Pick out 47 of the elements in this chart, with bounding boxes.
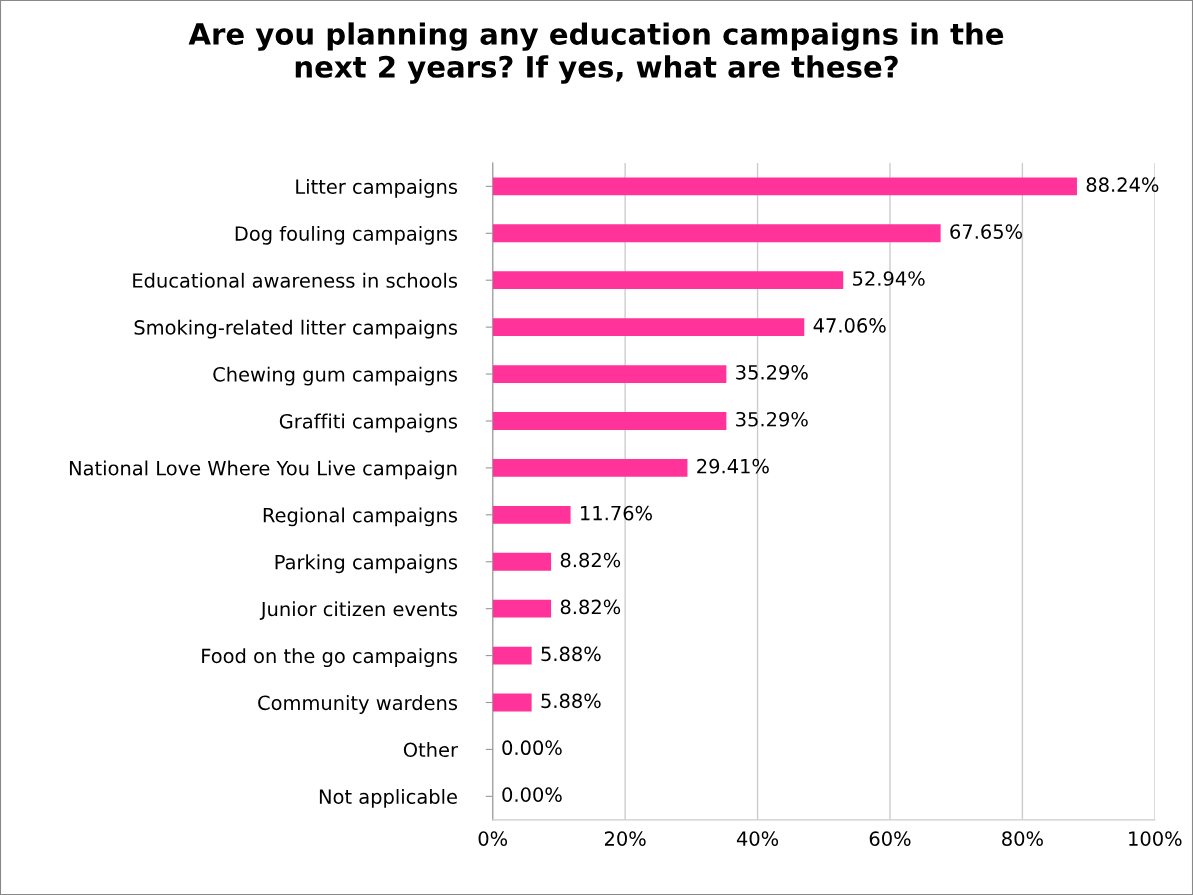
x-tick-label: 60%: [869, 831, 911, 846]
x-tick-label: 40%: [736, 831, 779, 846]
y-tick-label: Educational awareness in schools: [133, 272, 458, 288]
data-label: 0.00%: [502, 740, 562, 756]
bar: [492, 646, 532, 665]
bar: [492, 505, 571, 524]
bar: [492, 318, 805, 337]
data-label: 8.82%: [560, 552, 621, 568]
bar: [492, 177, 1077, 196]
y-tick-label: Not applicable: [319, 788, 457, 808]
bar: [492, 693, 532, 712]
bar: [492, 599, 552, 618]
data-label: 11.76%: [581, 505, 652, 521]
bar: [492, 552, 552, 571]
y-tick-label: Litter campaigns: [296, 178, 458, 198]
x-tick-label: 20%: [604, 831, 646, 846]
data-label: 88.24%: [1086, 177, 1159, 192]
y-tick-label: Other: [403, 742, 458, 758]
data-label: 5.88%: [541, 693, 601, 709]
bar: [492, 458, 688, 477]
data-label: 5.88%: [541, 646, 601, 662]
y-tick-label: Junior citizen events: [259, 601, 458, 620]
data-label: 67.65%: [950, 224, 1023, 239]
y-tick-label: Regional campaigns: [263, 507, 458, 527]
y-tick-label: Chewing gum campaigns: [213, 366, 458, 386]
x-tick-label: 0%: [478, 831, 508, 846]
x-tick-label: 100%: [1129, 831, 1182, 846]
y-tick-label: Community wardens: [258, 695, 458, 714]
y-tick-label: Dog fouling campaigns: [235, 225, 458, 245]
data-label: 52.94%: [853, 271, 925, 286]
y-tick-label: Parking campaigns: [275, 554, 458, 574]
y-tick-label: Smoking-related litter campaigns: [134, 319, 458, 339]
data-label: 8.82%: [560, 599, 621, 615]
chart-title: Are you planning any education campaigns in the next 2 years? If yes, what are these?: [188, 22, 1004, 84]
y-tick-label: Food on the go campaigns: [202, 648, 458, 668]
bar: [492, 271, 844, 290]
data-label: 47.06%: [813, 318, 886, 333]
data-label: 35.29%: [736, 364, 808, 380]
x-tick-label: 80%: [1002, 831, 1043, 846]
bar: [492, 365, 727, 383]
bar: [492, 412, 727, 430]
data-label: 0.00%: [502, 787, 562, 802]
y-tick-label: National Love Where You Live campaign: [69, 460, 457, 480]
bar: [492, 224, 941, 243]
data-label: 35.29%: [736, 411, 808, 427]
y-tick-label: Graffiti campaigns: [279, 413, 458, 433]
data-label: 29.41%: [697, 458, 769, 474]
